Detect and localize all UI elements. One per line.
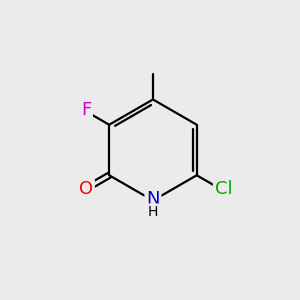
Text: O: O xyxy=(79,180,93,198)
Text: F: F xyxy=(81,101,91,119)
Text: Cl: Cl xyxy=(215,180,232,198)
Text: N: N xyxy=(146,190,160,208)
Text: H: H xyxy=(148,205,158,219)
